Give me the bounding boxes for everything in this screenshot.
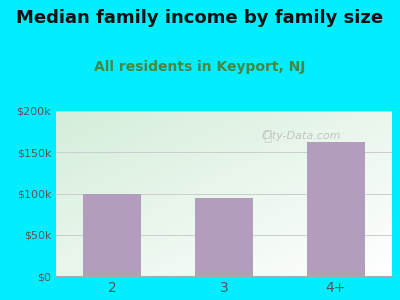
Text: ⦿: ⦿	[264, 129, 272, 143]
Text: All residents in Keyport, NJ: All residents in Keyport, NJ	[94, 60, 306, 74]
Bar	[83, 194, 141, 276]
Text: City-Data.com: City-Data.com	[262, 131, 341, 141]
Bar	[195, 198, 253, 276]
Text: Median family income by family size: Median family income by family size	[16, 9, 384, 27]
Bar	[307, 142, 365, 276]
